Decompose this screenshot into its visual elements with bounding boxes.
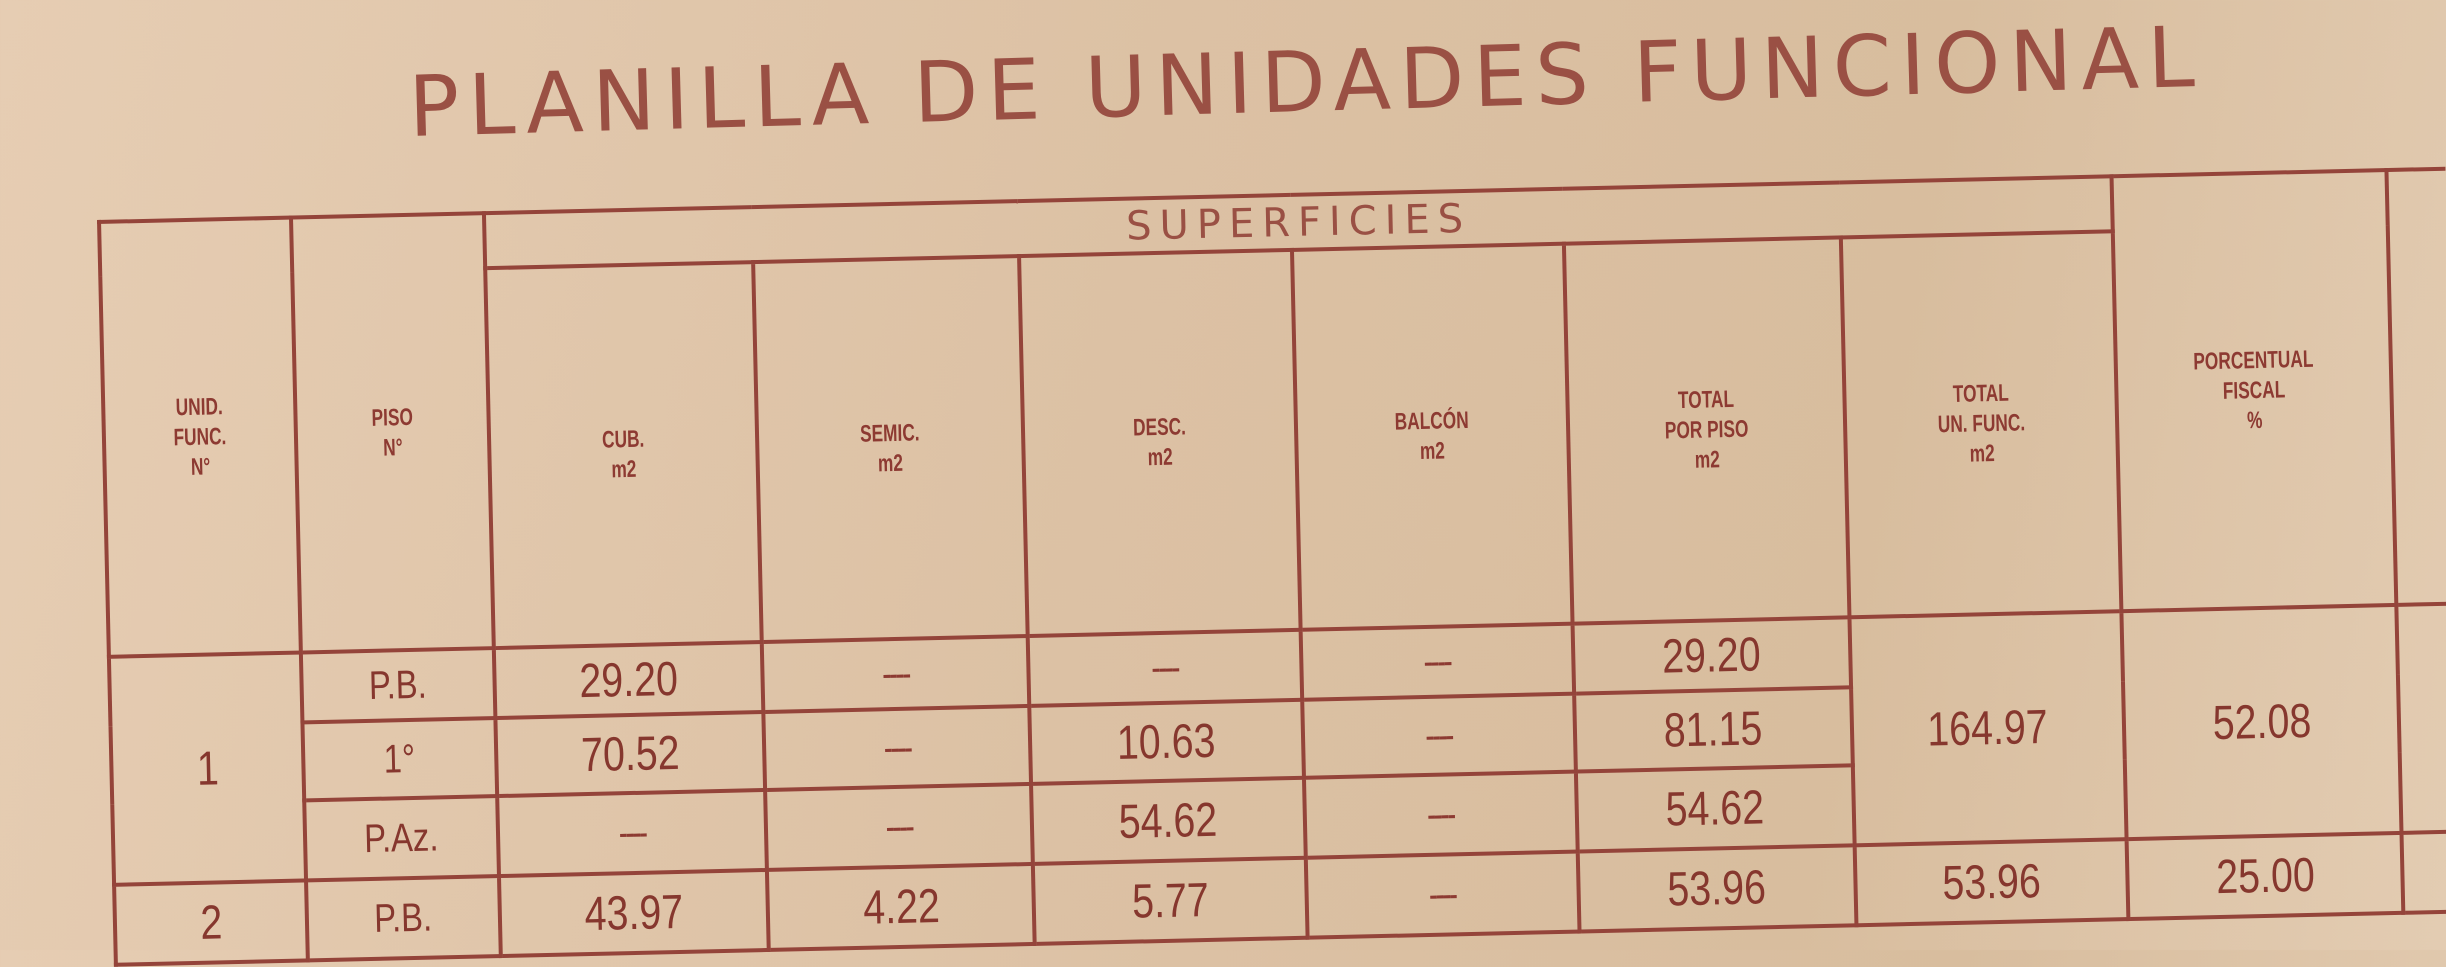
cell-piso: P.B. <box>305 876 502 961</box>
cell-cub: ---- <box>497 789 768 877</box>
header-porcentual: PORCENTUAL FISCAL% <box>2111 170 2397 612</box>
cell-total-uf: 53.96 <box>1854 839 2129 926</box>
cell-unid: 2 <box>114 880 308 965</box>
header-cub: CUB. m2 <box>485 262 763 649</box>
cell-total-piso: 29.20 <box>1572 617 1851 694</box>
cell-semic: ---- <box>763 705 1032 790</box>
cell-cub: 43.97 <box>499 869 770 957</box>
cell-porcentual: 52.08 <box>2121 604 2402 840</box>
units-table-sheet: UNID. FUNC. N° PISO N° SUPERFICIES PORCENTU… <box>97 167 2446 967</box>
cell-total-piso: 53.96 <box>1577 845 1856 932</box>
cell-balcon: ---- <box>1302 693 1576 778</box>
cell-unid: 1 <box>108 652 306 885</box>
cell-total-piso: 81.15 <box>1573 687 1853 772</box>
cell-desc: 54.62 <box>1031 777 1306 864</box>
header-total-uf: TOTAL UN. FUNC. m2 <box>1840 231 2122 618</box>
cell-balcon: ---- <box>1303 771 1578 858</box>
cell-desc: 5.77 <box>1032 857 1308 944</box>
header-desc: DESC. m2 <box>1019 249 1301 636</box>
cell-piso: P.B. <box>300 648 496 723</box>
cell-desc: ---- <box>1027 629 1303 706</box>
header-balcon: BALCÓN m2 <box>1291 243 1573 630</box>
cell-piso: 1° <box>302 718 498 801</box>
cell-cub: 70.52 <box>495 711 766 797</box>
cell-desc: 10.63 <box>1029 699 1304 784</box>
cell-porcentual: 25.00 <box>2126 832 2404 920</box>
cell-cub: 29.20 <box>494 642 764 719</box>
cell-piso: P.Az. <box>304 796 500 881</box>
cell-semic: ---- <box>762 635 1030 712</box>
cell-balcon: ---- <box>1300 623 1574 700</box>
header-unid: UNID. FUNC. N° <box>99 217 301 657</box>
cell-total-uf: 164.97 <box>1848 611 2127 846</box>
cell-semic: ---- <box>765 783 1033 870</box>
document-title: PLANILLA DE UNIDADES FUNCIONAL <box>407 7 2205 156</box>
cell-semic: 4.22 <box>767 863 1035 950</box>
cell-total-piso: 54.62 <box>1575 765 1855 852</box>
units-table: UNID. FUNC. N° PISO N° SUPERFICIES PORCENTU… <box>97 167 2446 967</box>
header-semic: SEMIC. m2 <box>753 256 1028 643</box>
cell-balcon: ---- <box>1305 851 1580 938</box>
header-total-piso: TOTAL POR PISO m2 <box>1563 237 1849 624</box>
header-piso: PISO N° <box>290 213 495 653</box>
